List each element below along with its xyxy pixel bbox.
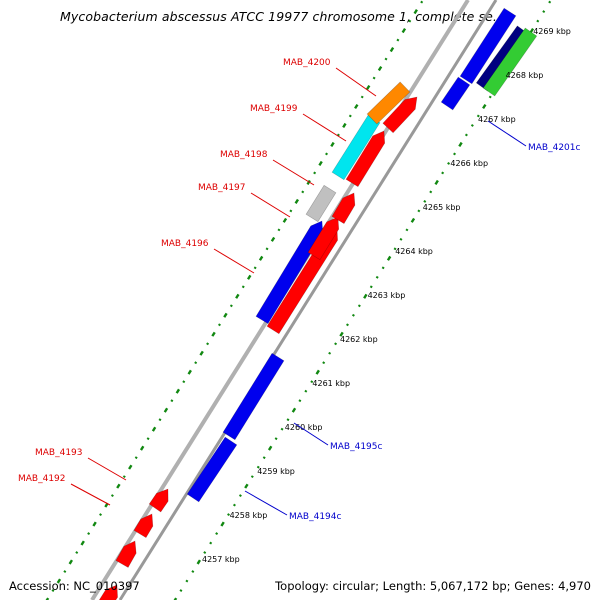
accession-text: Accession: NC_010397: [9, 579, 140, 593]
gene-label-mab-4192[interactable]: MAB_4192: [18, 474, 66, 484]
scale-tick-label: 4260 kbp: [285, 423, 323, 432]
gene-label-mab-4200[interactable]: MAB_4200: [283, 58, 331, 68]
leader-line-mab-4195c: [293, 422, 329, 446]
gene-mab-4199a[interactable]: [345, 130, 386, 188]
scale-tick-label: 4264 kbp: [395, 247, 433, 256]
gene-label-mab-4198[interactable]: MAB_4198: [220, 150, 268, 160]
gene-label-mab-4193[interactable]: MAB_4193: [35, 448, 83, 458]
gene-mab-4197a[interactable]: [307, 216, 340, 261]
gene-mab-4193c[interactable]: [148, 488, 169, 513]
scale-tick-label: 4267 kbp: [478, 115, 516, 124]
gene-mab-4201c[interactable]: [459, 7, 517, 85]
gene-mab-4192[interactable]: [94, 584, 118, 600]
gene-label-mab-4201c[interactable]: MAB_4201c: [528, 143, 581, 153]
gene-mab-4193b[interactable]: [133, 513, 154, 539]
map-title: Mycobacterium abscessus ATCC 19977 chrom…: [60, 9, 506, 24]
gene-label-mab-4195c[interactable]: MAB_4195c: [330, 442, 383, 452]
gene-small-blue[interactable]: [440, 76, 471, 111]
gene-green[interactable]: [482, 27, 538, 97]
scale-tick-label: 4262 kbp: [340, 335, 378, 344]
scale-tick-label: 4268 kbp: [506, 71, 544, 80]
gene-mab-4194c[interactable]: [186, 436, 238, 503]
leader-line-mab-4198: [272, 159, 315, 186]
gene-label-mab-4197[interactable]: MAB_4197: [198, 183, 246, 193]
gene-mab-4200[interactable]: [366, 81, 411, 125]
gene-mab-4198[interactable]: [331, 114, 381, 181]
leader-line-mab-4192: [70, 483, 111, 506]
scale-tick-label: 4259 kbp: [257, 467, 295, 476]
scale-tick-label: 4257 kbp: [202, 555, 240, 564]
gene-mab-4193a[interactable]: [115, 540, 137, 568]
scale-tick-label: 4266 kbp: [450, 159, 488, 168]
leader-line-mab-4193: [87, 457, 127, 481]
scale-tick-label: 4269 kbp: [533, 27, 571, 36]
scale-tick-label: 4265 kbp: [423, 203, 461, 212]
scale-tick-label: 4258 kbp: [230, 511, 268, 520]
gene-label-mab-4199[interactable]: MAB_4199: [250, 104, 298, 114]
leader-line-mab-4201c: [487, 120, 527, 147]
gene-label-mab-4194c[interactable]: MAB_4194c: [289, 512, 342, 522]
gene-mab-4199b[interactable]: [382, 96, 418, 134]
tick-track-left: [45, 0, 424, 600]
gene-mab-4197b[interactable]: [331, 192, 356, 224]
gene-mab-4197[interactable]: [305, 184, 337, 223]
scale-tick-label: 4263 kbp: [368, 291, 406, 300]
gene-label-mab-4196[interactable]: MAB_4196: [161, 239, 209, 249]
leader-line-mab-4199: [302, 113, 347, 142]
genome-stats-text: Topology: circular; Length: 5,067,172 bp…: [275, 579, 591, 593]
leader-line-mab-4194c: [244, 490, 288, 516]
leader-line-mab-4197: [250, 192, 291, 218]
leader-line-mab-4196: [213, 248, 255, 274]
scale-tick-label: 4261 kbp: [312, 379, 350, 388]
gene-mab-4195c[interactable]: [222, 352, 285, 441]
backbone-line-inner: [118, 0, 498, 600]
leader-line-mab-4200: [335, 67, 377, 97]
